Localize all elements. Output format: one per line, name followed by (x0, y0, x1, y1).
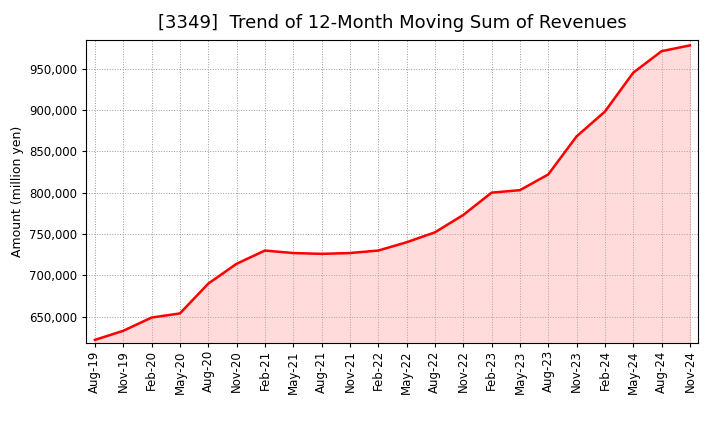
Title: [3349]  Trend of 12-Month Moving Sum of Revenues: [3349] Trend of 12-Month Moving Sum of R… (158, 15, 627, 33)
Y-axis label: Amount (million yen): Amount (million yen) (11, 126, 24, 257)
